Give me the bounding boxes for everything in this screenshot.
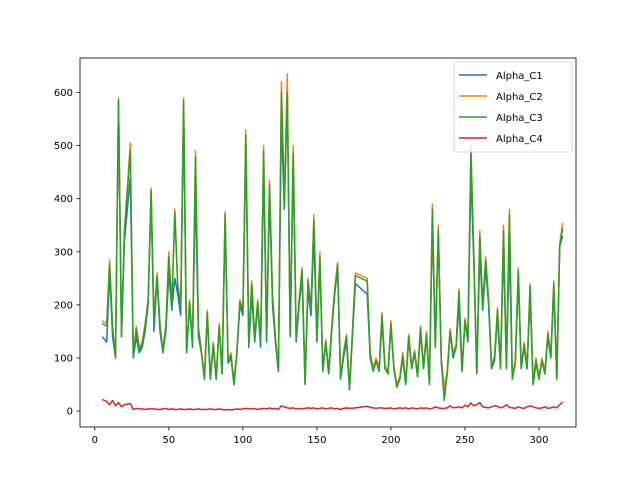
x-axis: 0 50 100 150 200 250 300 — [92, 427, 549, 446]
legend-label-alpha-c3: Alpha_C3 — [496, 113, 543, 124]
y-tick-label: 0 — [67, 407, 73, 418]
series-layer — [101, 73, 564, 411]
plot-frame — [79, 57, 577, 428]
x-tick-label: 150 — [307, 435, 326, 446]
x-tick-label: 300 — [529, 435, 548, 446]
x-tick-label: 250 — [455, 435, 474, 446]
legend-label-alpha-c4: Alpha_C4 — [496, 134, 543, 145]
x-tick-label: 100 — [233, 435, 252, 446]
legend: Alpha_C1 Alpha_C2 Alpha_C3 Alpha_C4 — [453, 61, 573, 153]
y-axis: 0 100 200 300 400 500 600 — [54, 88, 80, 418]
legend-label-alpha-c1: Alpha_C1 — [496, 71, 543, 82]
legend-box — [453, 61, 573, 153]
y-tick-label: 300 — [54, 247, 73, 258]
x-tick-label: 50 — [162, 435, 175, 446]
x-tick-label: 0 — [92, 435, 98, 446]
series-line-alpha-c4 — [101, 398, 564, 411]
y-tick-label: 400 — [54, 194, 73, 205]
y-tick-label: 500 — [54, 141, 73, 152]
y-tick-label: 100 — [54, 353, 73, 364]
series-line-alpha-c3 — [101, 91, 564, 402]
y-tick-label: 600 — [54, 88, 73, 99]
legend-label-alpha-c2: Alpha_C2 — [496, 92, 543, 103]
x-tick-label: 200 — [381, 435, 400, 446]
y-tick-label: 200 — [54, 300, 73, 311]
